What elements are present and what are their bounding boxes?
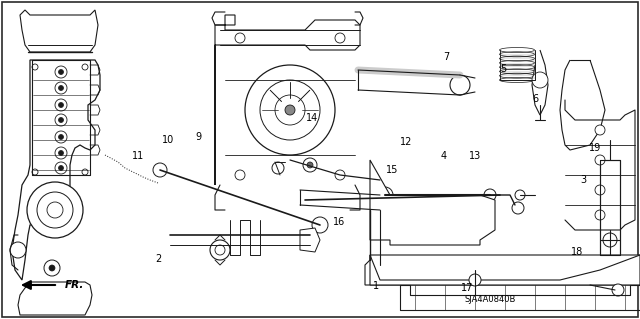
Circle shape [275, 95, 305, 125]
Circle shape [55, 82, 67, 94]
Circle shape [595, 125, 605, 135]
Circle shape [82, 64, 88, 70]
Polygon shape [20, 10, 98, 52]
Polygon shape [370, 255, 640, 285]
Circle shape [58, 135, 63, 139]
Circle shape [335, 33, 345, 43]
Circle shape [55, 99, 67, 111]
Circle shape [595, 185, 605, 195]
Circle shape [595, 155, 605, 165]
Circle shape [37, 192, 73, 228]
Text: 10: 10 [161, 135, 174, 145]
Text: 11: 11 [131, 151, 144, 161]
Circle shape [82, 169, 88, 175]
Polygon shape [12, 60, 100, 280]
Circle shape [512, 202, 524, 214]
Circle shape [55, 162, 67, 174]
Polygon shape [560, 60, 605, 150]
Text: FR.: FR. [65, 280, 84, 290]
Polygon shape [370, 160, 495, 245]
Circle shape [484, 189, 496, 201]
Circle shape [27, 182, 83, 238]
Circle shape [532, 72, 548, 88]
Circle shape [58, 166, 63, 170]
Text: 3: 3 [580, 175, 587, 185]
Text: 6: 6 [532, 94, 538, 104]
Text: 19: 19 [589, 143, 602, 153]
Polygon shape [600, 160, 620, 255]
Text: 16: 16 [333, 217, 346, 227]
Circle shape [307, 162, 313, 168]
Circle shape [32, 169, 38, 175]
Circle shape [58, 85, 63, 91]
Circle shape [312, 217, 328, 233]
Text: 9: 9 [195, 132, 202, 142]
Circle shape [55, 114, 67, 126]
Circle shape [260, 80, 320, 140]
Circle shape [10, 242, 26, 258]
Polygon shape [365, 255, 640, 285]
Circle shape [58, 102, 63, 108]
Text: 18: 18 [571, 247, 584, 257]
Circle shape [55, 147, 67, 159]
Circle shape [285, 105, 295, 115]
Circle shape [55, 131, 67, 143]
Circle shape [515, 190, 525, 200]
Circle shape [210, 240, 230, 260]
Circle shape [58, 70, 63, 75]
Polygon shape [300, 228, 320, 252]
Circle shape [245, 65, 335, 155]
Text: 4: 4 [440, 151, 447, 161]
Circle shape [235, 170, 245, 180]
Text: 12: 12 [400, 137, 413, 147]
Circle shape [55, 66, 67, 78]
Circle shape [44, 260, 60, 276]
Text: 14: 14 [305, 113, 318, 123]
Circle shape [595, 210, 605, 220]
Text: 17: 17 [461, 283, 474, 293]
Text: 15: 15 [385, 165, 398, 175]
Circle shape [58, 151, 63, 155]
Circle shape [215, 245, 225, 255]
Circle shape [335, 170, 345, 180]
Circle shape [58, 117, 63, 122]
Circle shape [32, 64, 38, 70]
Circle shape [47, 202, 63, 218]
Circle shape [603, 233, 617, 247]
Circle shape [612, 284, 624, 296]
Circle shape [303, 158, 317, 172]
Circle shape [450, 75, 470, 95]
Text: SJA4A0840B: SJA4A0840B [464, 295, 516, 305]
Circle shape [49, 265, 55, 271]
Text: 1: 1 [373, 280, 380, 291]
Circle shape [377, 187, 393, 203]
Text: 7: 7 [444, 52, 450, 63]
Polygon shape [532, 50, 548, 115]
Text: 5: 5 [500, 63, 506, 74]
Polygon shape [215, 15, 360, 185]
Circle shape [235, 33, 245, 43]
Text: 2: 2 [156, 254, 162, 264]
Circle shape [153, 163, 167, 177]
Text: 13: 13 [468, 151, 481, 161]
Circle shape [469, 274, 481, 286]
Circle shape [272, 162, 284, 174]
